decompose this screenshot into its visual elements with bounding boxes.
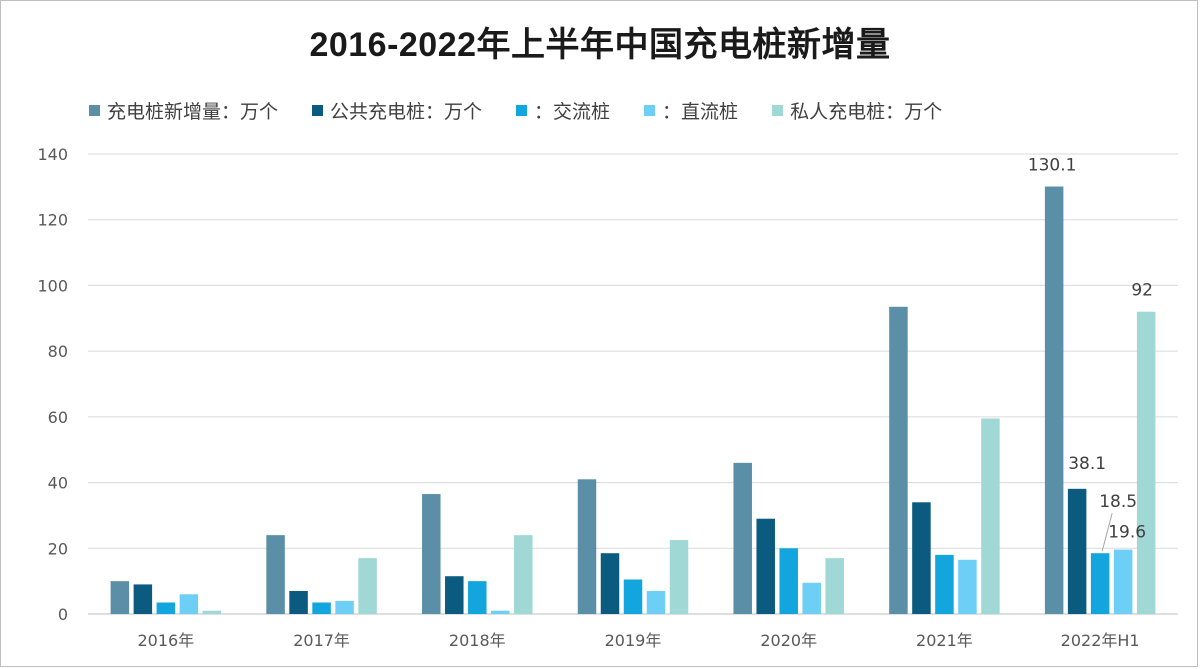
legend-swatch [89,104,100,116]
x-tick-label: 2017年 [293,631,350,650]
bar [491,610,510,614]
legend-label: 充电桩新增量：万个 [107,100,279,123]
bar [266,535,285,614]
y-tick-label: 0 [58,605,68,624]
bar [335,600,354,614]
bar [110,581,130,614]
chart-legend: 充电桩新增量：万个 公共充电桩：万个 ：交流桩 ：直流桩 私人充电桩：万个 [89,95,942,125]
legend-swatch [516,104,528,116]
data-label: 130.1 [1028,156,1077,176]
bar [1090,553,1110,614]
bar [312,602,331,614]
legend-label: ：直流桩 [662,100,739,123]
bar [733,462,752,614]
bar [202,610,222,614]
bar [1044,186,1064,614]
bar [646,591,666,614]
bar [179,594,199,614]
legend-item-0: 充电桩新增量：万个 [89,95,278,125]
y-tick-label: 80 [48,342,68,361]
bar [802,582,821,614]
legend-swatch [772,104,784,116]
x-tick-label: 2021年 [916,631,973,650]
bar [825,558,844,614]
data-label-leader [1101,513,1113,552]
bar [156,602,176,614]
bar [514,535,533,614]
bar [669,540,689,614]
bar [468,581,487,614]
y-tick-label: 100 [37,276,68,295]
data-label: 38.1 [1068,454,1106,474]
bar [779,548,798,614]
y-tick-label: 120 [37,211,68,230]
bar [1113,549,1133,614]
legend-label: 私人充电桩：万个 [790,100,943,123]
legend-label: 公共充电桩：万个 [330,100,483,123]
x-tick-label: 2018年 [449,631,506,650]
x-tick-label: 2020年 [760,631,817,650]
data-label: 19.6 [1108,523,1146,543]
bar [600,553,620,614]
y-tick-label: 20 [48,539,68,558]
bar [889,306,908,614]
x-tick-label: 2019年 [605,631,662,650]
bar [289,591,308,614]
bar [935,554,954,614]
data-label: 92 [1131,281,1153,301]
legend-item-1: 公共充电桩：万个 [312,95,482,125]
bar [445,576,464,614]
bar [358,558,377,614]
legend-item-2: ：交流桩 [516,95,610,125]
legend-item-3: ：直流桩 [644,95,738,125]
bar [981,418,1000,614]
bar [133,584,153,614]
bar [756,518,775,614]
bar [958,559,977,614]
legend-swatch [644,104,656,116]
y-tick-label: 40 [48,474,68,493]
bar [422,494,441,614]
y-tick-label: 140 [37,145,68,164]
x-tick-label: 2022年H1 [1061,631,1140,650]
bar [1136,311,1156,614]
bar [623,579,643,614]
x-tick-label: 2016年 [137,631,194,650]
bar [912,502,931,614]
y-tick-label: 60 [48,408,68,427]
data-label: 18.5 [1099,492,1137,512]
bar [577,479,597,614]
legend-label: ：交流桩 [534,100,611,123]
legend-item-4: 私人充电桩：万个 [772,95,942,125]
chart-title: 2016-2022年上半年中国充电桩新增量 [309,26,891,64]
bar [1067,488,1087,614]
legend-swatch [312,104,324,116]
